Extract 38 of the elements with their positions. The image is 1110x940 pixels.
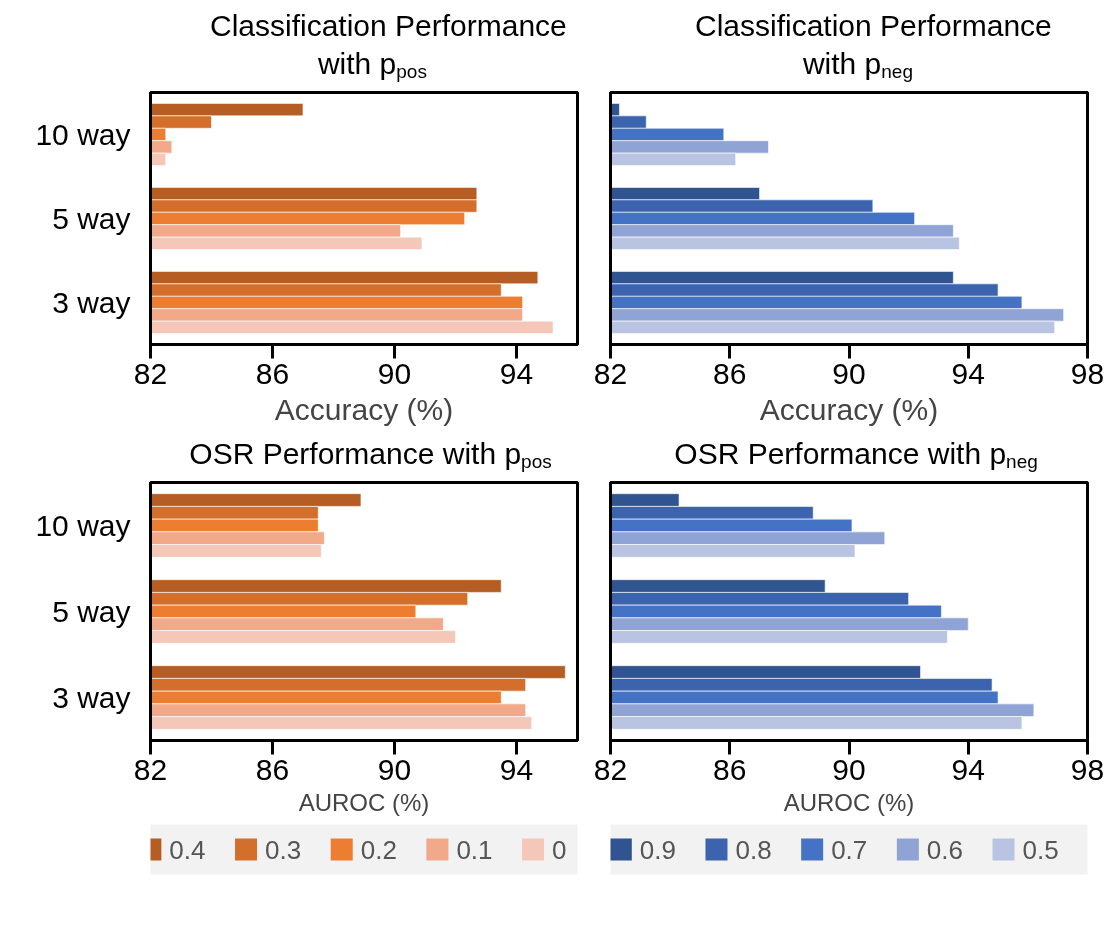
x-tick-label: 82 — [133, 752, 168, 786]
x-tick-label: 86 — [713, 356, 747, 390]
legend-label: 0.7 — [831, 834, 868, 865]
x-axis-title: Accuracy (%) — [274, 392, 454, 426]
legend-label: 0.6 — [926, 834, 963, 865]
x-tick-label: 90 — [832, 752, 866, 786]
y-tick-label: 5 way — [52, 202, 131, 235]
legend-label: 0.9 — [639, 834, 676, 865]
y-tick-label: 10 way — [35, 509, 131, 542]
x-tick-label: 82 — [593, 356, 628, 390]
x-tick-label: 86 — [255, 356, 290, 390]
legend-label: 0.5 — [1022, 834, 1059, 865]
y-tick-label: 10 way — [35, 118, 131, 151]
y-tick-label: 3 way — [52, 286, 131, 319]
y-tick-label: 3 way — [52, 681, 131, 714]
x-tick-label: 94 — [499, 356, 534, 390]
legend-label: 0.4 — [169, 834, 206, 865]
x-tick-label: 98 — [1070, 356, 1105, 390]
x-axis-title: AUROC (%) — [783, 788, 915, 816]
x-tick-label: 94 — [951, 356, 985, 390]
x-tick-label: 82 — [133, 356, 168, 390]
x-axis-title: Accuracy (%) — [759, 392, 939, 426]
x-tick-label: 90 — [377, 356, 412, 390]
legend-label: 0.1 — [456, 834, 493, 865]
legend-label: 0 — [552, 834, 567, 865]
x-tick-label: 82 — [593, 752, 628, 786]
x-tick-label: 90 — [832, 356, 866, 390]
legend-label: 0.2 — [360, 834, 397, 865]
x-tick-label: 98 — [1070, 752, 1105, 786]
x-axis-title: AUROC (%) — [298, 788, 430, 816]
x-tick-label: 94 — [951, 752, 985, 786]
legend-label: 0.3 — [265, 834, 302, 865]
x-tick-label: 86 — [255, 752, 290, 786]
legend-label: 0.8 — [735, 834, 772, 865]
y-tick-label: 5 way — [52, 595, 131, 628]
x-tick-label: 86 — [713, 752, 747, 786]
x-tick-label: 90 — [377, 752, 412, 786]
x-tick-label: 94 — [499, 752, 534, 786]
